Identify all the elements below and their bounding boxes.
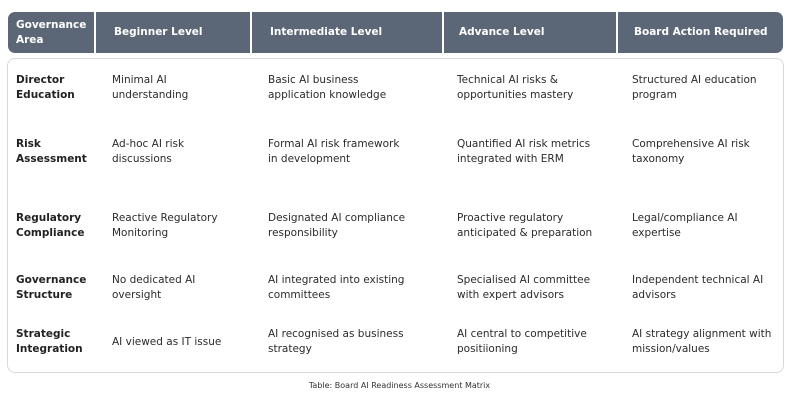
header-cell: Intermediate Level bbox=[270, 26, 383, 38]
row-label: Regulatory Compliance bbox=[16, 212, 85, 239]
table-cell: Basic AI business application knowledge bbox=[268, 74, 387, 101]
table-cell: Minimal AI understanding bbox=[112, 74, 189, 101]
header-cell: Beginner Level bbox=[114, 26, 203, 38]
divider bbox=[616, 12, 618, 53]
divider bbox=[442, 12, 444, 53]
table-cell: Technical AI risks & opportunities maste… bbox=[457, 74, 574, 101]
row-label: Risk Assessment bbox=[16, 138, 87, 165]
header-cell: Governance Area bbox=[16, 18, 87, 46]
divider bbox=[94, 12, 96, 53]
header-bar bbox=[8, 12, 783, 53]
table-cell: Legal/compliance AI expertise bbox=[632, 212, 738, 239]
table-cell: Designated AI compliance responsibility bbox=[268, 212, 406, 239]
table-cell: Specialised AI committee with expert adv… bbox=[457, 274, 591, 301]
table-cell: AI strategy alignment with mission/value… bbox=[632, 328, 772, 355]
caption: Table: Board AI Readiness Assessment Mat… bbox=[308, 381, 491, 390]
row-label: Strategic Integration bbox=[16, 328, 83, 355]
table-cell: No dedicated AI oversight bbox=[112, 274, 196, 301]
table-cell: AI recognised as business strategy bbox=[268, 328, 404, 355]
table-cell: Structured AI education program bbox=[632, 74, 757, 101]
table-cell: Reactive Regulatory Monitoring bbox=[112, 212, 218, 239]
table-cell: AI viewed as IT issue bbox=[112, 335, 222, 348]
table-cell: Comprehensive AI risk taxonomy bbox=[632, 138, 750, 165]
table-cell: Independent technical AI advisors bbox=[632, 274, 764, 301]
table-cell: Formal AI risk framework in development bbox=[268, 138, 400, 165]
divider bbox=[250, 12, 252, 53]
header-cell: Board Action Required bbox=[634, 26, 768, 38]
row-label: Director Education bbox=[16, 74, 75, 101]
table-body bbox=[7, 58, 784, 373]
header-cell: Advance Level bbox=[459, 26, 545, 38]
table-cell: AI integrated into existing committees bbox=[268, 274, 405, 301]
table-cell: AI central to competitive positiioning bbox=[457, 328, 587, 355]
row-label: Governance Structure bbox=[16, 274, 87, 301]
table-cell: Quantified AI risk metrics integrated wi… bbox=[457, 138, 591, 165]
table-cell: Proactive regulatory anticipated & prepa… bbox=[457, 212, 593, 239]
table-cell: Ad-hoc AI risk discussions bbox=[112, 138, 185, 165]
